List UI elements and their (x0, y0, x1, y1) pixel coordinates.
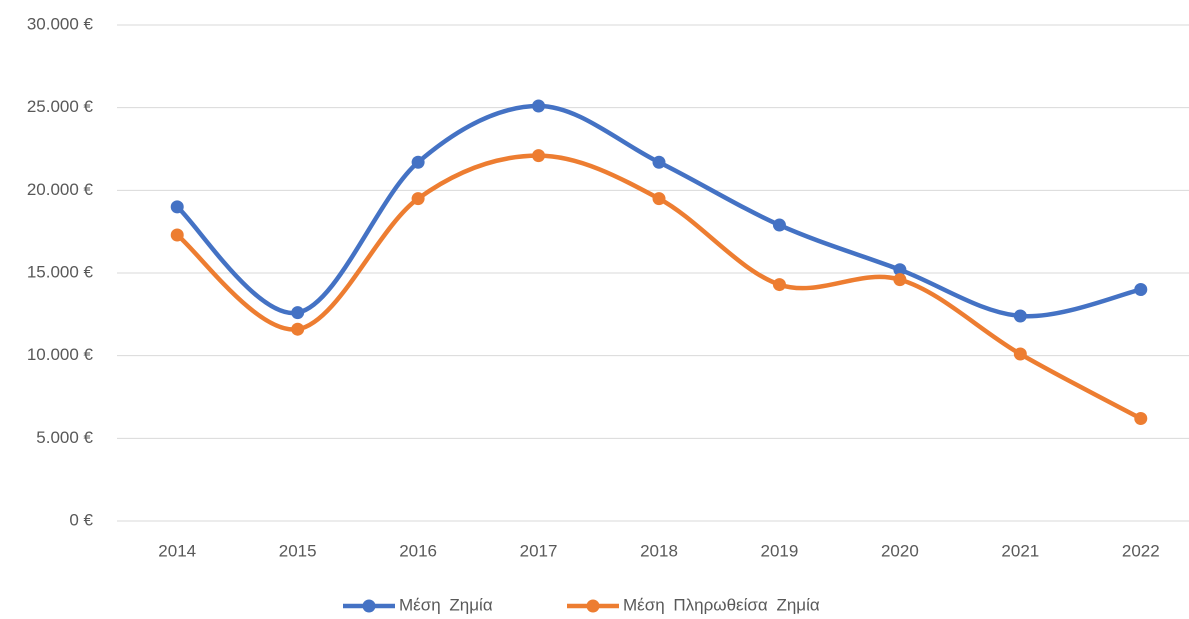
x-tick-label: 2014 (158, 541, 196, 560)
data-point (532, 149, 546, 163)
data-point (291, 322, 305, 336)
data-point (772, 278, 786, 292)
data-point (170, 200, 184, 214)
data-point (772, 218, 786, 232)
y-tick-label: 20.000 € (27, 180, 94, 199)
data-point (893, 263, 907, 277)
x-tick-label: 2022 (1122, 541, 1160, 560)
data-point (1013, 347, 1027, 361)
data-point (411, 192, 425, 206)
data-point (170, 228, 184, 242)
series-line (174, 103, 1144, 319)
y-tick-label: 0 € (69, 510, 93, 529)
x-tick-label: 2021 (1001, 541, 1039, 560)
legend-marker (362, 599, 376, 613)
x-tick-label: 2017 (520, 541, 558, 560)
data-point (893, 273, 907, 287)
data-point (1013, 309, 1027, 323)
data-point (291, 306, 305, 320)
y-tick-label: 10.000 € (27, 345, 94, 364)
x-tick-label: 2016 (399, 541, 437, 560)
y-tick-label: 15.000 € (27, 262, 94, 281)
data-point (652, 192, 666, 206)
data-point (652, 155, 666, 169)
legend-label: Μέση Πληρωθείσα Ζημία (623, 595, 820, 614)
data-point (1134, 411, 1148, 425)
data-point (1134, 283, 1148, 297)
y-tick-label: 30.000 € (27, 14, 94, 33)
x-tick-label: 2018 (640, 541, 678, 560)
legend-marker (586, 599, 600, 613)
y-tick-label: 25.000 € (27, 97, 94, 116)
data-point (411, 155, 425, 169)
data-point (532, 99, 546, 113)
legend-label: Μέση Ζημία (399, 595, 493, 614)
x-tick-label: 2015 (279, 541, 317, 560)
x-tick-label: 2019 (761, 541, 799, 560)
y-tick-label: 5.000 € (36, 428, 93, 447)
x-tick-label: 2020 (881, 541, 919, 560)
